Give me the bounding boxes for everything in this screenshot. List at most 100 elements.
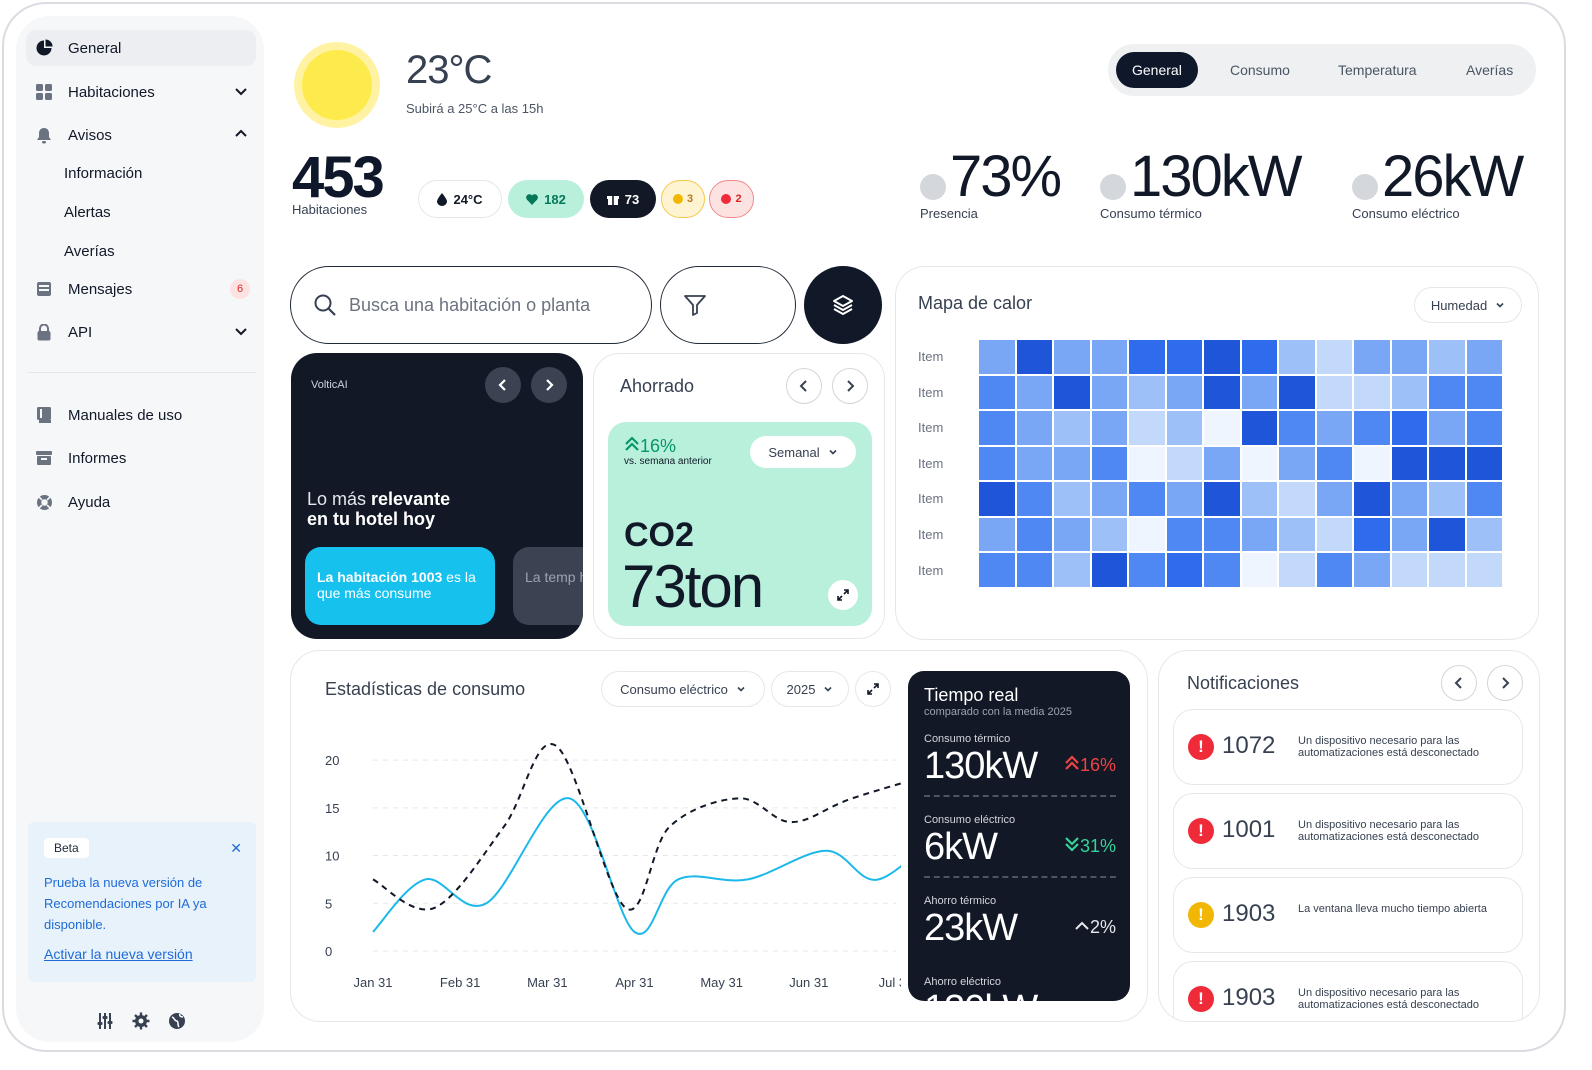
heatmap-cell[interactable] — [1240, 374, 1278, 410]
chevron-up-icon[interactable] — [234, 127, 248, 145]
heatmap-cell[interactable] — [1015, 374, 1053, 410]
heatmap-cell[interactable] — [1053, 516, 1091, 552]
heatmap-cell[interactable] — [1315, 481, 1353, 517]
heatmap-cell[interactable] — [1165, 552, 1203, 588]
heatmap-cell[interactable] — [1428, 445, 1466, 481]
sidebar-subitem-informacion[interactable]: Información — [64, 165, 143, 182]
sidebar-item-ayuda[interactable]: Ayuda — [26, 484, 256, 520]
heatmap-cell[interactable] — [1390, 339, 1428, 375]
heatmap-cell[interactable] — [1128, 552, 1166, 588]
heatmap-cell[interactable] — [1053, 339, 1091, 375]
search-input[interactable]: Busca una habitación o planta — [290, 266, 652, 344]
tab-averias[interactable]: Averías — [1466, 62, 1514, 78]
heatmap-cell[interactable] — [1465, 552, 1503, 588]
heatmap-cell[interactable] — [1315, 445, 1353, 481]
heatmap-cell[interactable] — [1240, 445, 1278, 481]
heatmap-cell[interactable] — [1203, 445, 1241, 481]
heatmap-cell[interactable] — [1390, 410, 1428, 446]
heatmap-cell[interactable] — [1428, 374, 1466, 410]
chevron-down-icon[interactable] — [234, 324, 248, 342]
heatmap-cell[interactable] — [1465, 445, 1503, 481]
heatmap-cell[interactable] — [1203, 410, 1241, 446]
tab-temperatura[interactable]: Temperatura — [1338, 62, 1417, 78]
heatmap-cell[interactable] — [1315, 516, 1353, 552]
heatmap-cell[interactable] — [1465, 516, 1503, 552]
heatmap-cell[interactable] — [1465, 410, 1503, 446]
notification-item[interactable]: ! 1072 Un dispositivo necesario para las… — [1173, 709, 1523, 785]
temperature-chip[interactable]: 24°C — [418, 180, 502, 218]
sidebar-item-informes[interactable]: Informes — [26, 440, 256, 476]
sidebar-item-api[interactable]: API — [26, 314, 256, 350]
heatmap-cell[interactable] — [978, 516, 1016, 552]
heatmap-cell[interactable] — [1240, 481, 1278, 517]
sidebar-item-habitaciones[interactable]: Habitaciones — [26, 74, 256, 110]
notification-item[interactable]: ! 1903 Un dispositivo necesario para las… — [1173, 961, 1523, 1021]
heatmap-cell[interactable] — [1353, 552, 1391, 588]
heatmap-cell[interactable] — [1390, 481, 1428, 517]
heatmap-cell[interactable] — [1053, 374, 1091, 410]
heatmap-cell[interactable] — [1090, 481, 1128, 517]
heatmap-cell[interactable] — [1428, 481, 1466, 517]
heatmap-cell[interactable] — [1278, 445, 1316, 481]
expand-button[interactable] — [828, 580, 858, 610]
prev-button[interactable] — [485, 367, 521, 403]
year-dropdown[interactable]: 2025 — [771, 671, 849, 707]
heatmap-cell[interactable] — [1015, 410, 1053, 446]
expand-chart-button[interactable] — [855, 671, 891, 707]
sidebar-item-avisos[interactable]: Avisos — [26, 117, 256, 153]
heatmap-cell[interactable] — [1090, 445, 1128, 481]
insight-pill-1[interactable]: La habitación 1003 es la que más consume — [305, 547, 495, 625]
heatmap-cell[interactable] — [1390, 516, 1428, 552]
heatmap-cell[interactable] — [1390, 374, 1428, 410]
heatmap-cell[interactable] — [1353, 445, 1391, 481]
heatmap-cell[interactable] — [1278, 552, 1316, 588]
heatmap-cell[interactable] — [1203, 339, 1241, 375]
heatmap-cell[interactable] — [1390, 552, 1428, 588]
heatmap-cell[interactable] — [1240, 516, 1278, 552]
heatmap-cell[interactable] — [1053, 445, 1091, 481]
activate-new-version-link[interactable]: Activar la nueva versión — [44, 946, 193, 962]
heatmap-cell[interactable] — [1090, 339, 1128, 375]
heatmap-cell[interactable] — [1053, 552, 1091, 588]
next-button[interactable] — [1487, 665, 1523, 701]
heatmap-cell[interactable] — [1465, 481, 1503, 517]
tab-consumo[interactable]: Consumo — [1230, 62, 1290, 78]
heatmap-cell[interactable] — [1128, 516, 1166, 552]
heatmap-cell[interactable] — [1278, 339, 1316, 375]
heatmap-cell[interactable] — [1128, 481, 1166, 517]
insight-pill-2[interactable]: La temp ha sido 2 — [513, 547, 583, 625]
sidebar-item-general[interactable]: General — [26, 30, 256, 66]
heatmap-cell[interactable] — [1128, 410, 1166, 446]
heatmap-cell[interactable] — [1278, 410, 1316, 446]
heatmap-cell[interactable] — [978, 552, 1016, 588]
heatmap-cell[interactable] — [1053, 410, 1091, 446]
chevron-down-icon[interactable] — [234, 84, 248, 102]
next-button[interactable] — [531, 367, 567, 403]
period-dropdown[interactable]: Semanal — [750, 436, 856, 468]
heatmap-cell[interactable] — [1240, 410, 1278, 446]
gear-icon[interactable] — [132, 1012, 150, 1030]
heatmap-cell[interactable] — [1465, 374, 1503, 410]
healthy-rooms-chip[interactable]: 182 — [508, 180, 584, 218]
heatmap-cell[interactable] — [1240, 339, 1278, 375]
heatmap-cell[interactable] — [1015, 445, 1053, 481]
heatmap-cell[interactable] — [978, 410, 1016, 446]
heatmap-cell[interactable] — [1315, 374, 1353, 410]
filter-button[interactable] — [660, 266, 796, 344]
heatmap-cell[interactable] — [1428, 339, 1466, 375]
next-button[interactable] — [832, 368, 868, 404]
heatmap-cell[interactable] — [1015, 552, 1053, 588]
heatmap-cell[interactable] — [1165, 445, 1203, 481]
prev-button[interactable] — [786, 368, 822, 404]
heatmap-cell[interactable] — [1428, 516, 1466, 552]
heatmap-cell[interactable] — [1315, 552, 1353, 588]
consumption-type-dropdown[interactable]: Consumo eléctrico — [601, 671, 765, 707]
heatmap-cell[interactable] — [1090, 552, 1128, 588]
heatmap-cell[interactable] — [1315, 339, 1353, 375]
heatmap-cell[interactable] — [1165, 374, 1203, 410]
heatmap-cell[interactable] — [1353, 410, 1391, 446]
heatmap-cell[interactable] — [1015, 339, 1053, 375]
sidebar-subitem-averias[interactable]: Averías — [64, 243, 115, 260]
heatmap-cell[interactable] — [1015, 481, 1053, 517]
tab-general[interactable]: General — [1116, 52, 1198, 88]
